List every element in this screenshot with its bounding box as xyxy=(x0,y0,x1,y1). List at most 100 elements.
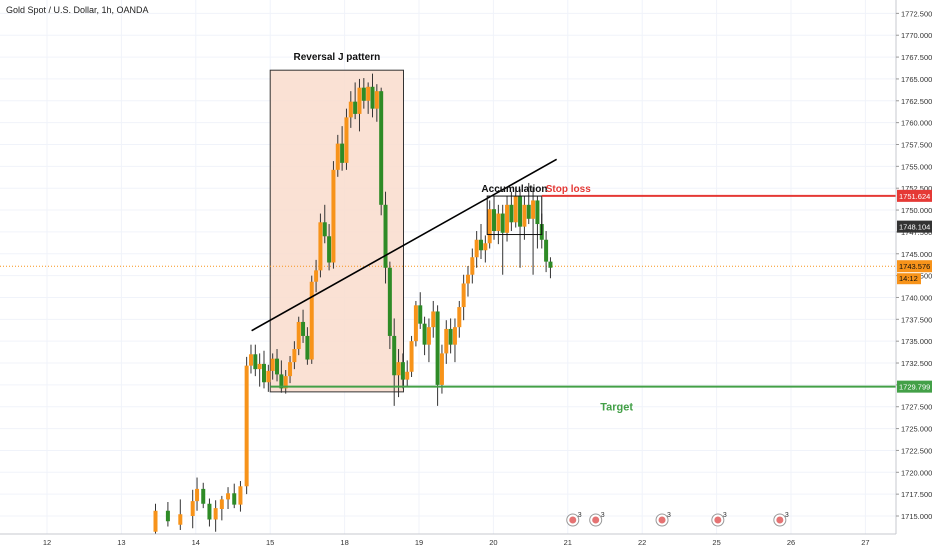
event-markers: 3 3 3 3 3 xyxy=(566,512,789,527)
price-tick-label: 1735.000 xyxy=(901,337,932,346)
candle-body xyxy=(318,222,323,271)
candle-body xyxy=(452,327,457,345)
candle-body xyxy=(392,335,397,376)
accumulation-box xyxy=(486,195,543,236)
price-tick-label: 1770.000 xyxy=(901,31,932,40)
price-tick-label: 1762.500 xyxy=(901,97,932,106)
candle-body xyxy=(288,362,293,377)
candle-body xyxy=(232,493,237,505)
candle-body xyxy=(309,281,314,360)
candle-body xyxy=(444,328,449,354)
candle-body xyxy=(531,200,536,219)
candle-body xyxy=(413,305,418,342)
price-tick-label: 1760.000 xyxy=(901,119,932,128)
reversal-pattern-box xyxy=(269,69,405,393)
event-flag xyxy=(658,516,666,524)
time-tick-label: 15 xyxy=(266,538,274,547)
candle-body xyxy=(496,213,501,232)
candle-body xyxy=(257,363,262,370)
candle-body xyxy=(461,283,466,308)
candle-body xyxy=(422,323,427,345)
candle-body xyxy=(431,311,436,328)
candle-body xyxy=(292,349,297,363)
candle-body xyxy=(370,86,375,109)
candle-body xyxy=(509,204,514,223)
candle-body xyxy=(279,374,284,389)
price-tick-label: 1745.000 xyxy=(901,250,932,259)
price-tick-label: 1765.000 xyxy=(901,75,932,84)
price-tick-label: 1732.500 xyxy=(901,359,932,368)
candle-body xyxy=(165,510,170,522)
candle-body xyxy=(448,328,453,345)
price-tick-label: 1722.500 xyxy=(901,446,932,455)
time-tick-label: 25 xyxy=(712,538,720,547)
candle-body xyxy=(405,371,410,380)
event-count: 3 xyxy=(785,512,789,519)
candle-body xyxy=(253,354,258,370)
candle-body xyxy=(544,239,549,262)
reversal-pattern-label: Reversal J pattern xyxy=(293,52,380,63)
candle-body xyxy=(457,307,462,328)
candle-body xyxy=(409,341,414,372)
price-tick-label: 1757.500 xyxy=(901,140,932,149)
candle-body xyxy=(226,493,231,500)
candle-body xyxy=(505,204,510,233)
candle-body xyxy=(374,91,379,109)
accumulation-label: Accumulation xyxy=(481,184,547,195)
candle-body xyxy=(357,87,362,114)
candle-body xyxy=(387,267,392,336)
candle-body xyxy=(219,499,224,510)
current-price-label-bg xyxy=(897,260,932,273)
price-tick-label: 1740.000 xyxy=(901,293,932,302)
time-tick-label: 14 xyxy=(192,538,200,547)
price-tick-label: 1725.000 xyxy=(901,425,932,434)
last-price-label: 1748.104 xyxy=(899,223,930,232)
event-count: 3 xyxy=(723,512,727,519)
candle-body xyxy=(361,87,366,101)
time-tick-label: 22 xyxy=(638,538,646,547)
countdown-label: 14:12 xyxy=(899,274,918,283)
time-tick-label: 21 xyxy=(564,538,572,547)
candle-body xyxy=(400,362,405,380)
current-price-label: 1743.576 xyxy=(899,262,930,271)
candle-body xyxy=(195,488,200,502)
candle-body xyxy=(296,321,301,350)
candles xyxy=(153,73,553,534)
stop-loss-label: Stop loss xyxy=(546,184,591,195)
candle-body xyxy=(244,365,249,487)
candle-body xyxy=(301,321,306,336)
candle-body xyxy=(426,327,431,345)
time-tick-label: 19 xyxy=(415,538,423,547)
candle-body xyxy=(262,363,266,383)
price-tick-label: 1737.500 xyxy=(901,315,932,324)
candle-body xyxy=(479,239,483,251)
grid xyxy=(0,0,896,534)
candle-body xyxy=(305,335,310,360)
candle-body xyxy=(379,91,384,205)
stop-loss-price-label-bg xyxy=(897,189,932,202)
event-count: 3 xyxy=(601,512,605,519)
trend-line xyxy=(251,158,558,332)
candle-body xyxy=(518,196,523,227)
candle-body xyxy=(439,353,444,385)
candle-body xyxy=(344,117,349,163)
time-tick-label: 12 xyxy=(43,538,51,547)
candle-body xyxy=(535,200,540,225)
candle-body xyxy=(331,169,336,263)
last-price-label-bg xyxy=(897,220,932,233)
price-tick-label: 1772.500 xyxy=(901,9,932,18)
candle-body xyxy=(314,270,319,282)
price-tick-label: 1752.500 xyxy=(901,184,932,193)
price-tick-label: 1750.000 xyxy=(901,206,932,215)
candle-body xyxy=(270,358,275,371)
candle-body xyxy=(522,204,527,227)
candle-body xyxy=(435,311,440,385)
symbol-title: Gold Spot / U.S. Dollar, 1h, OANDA xyxy=(6,5,149,15)
candle-body xyxy=(470,257,475,275)
time-tick-label: 20 xyxy=(489,538,497,547)
candle-body xyxy=(548,261,553,268)
candle-body xyxy=(513,196,518,223)
time-tick-label: 13 xyxy=(117,538,125,547)
